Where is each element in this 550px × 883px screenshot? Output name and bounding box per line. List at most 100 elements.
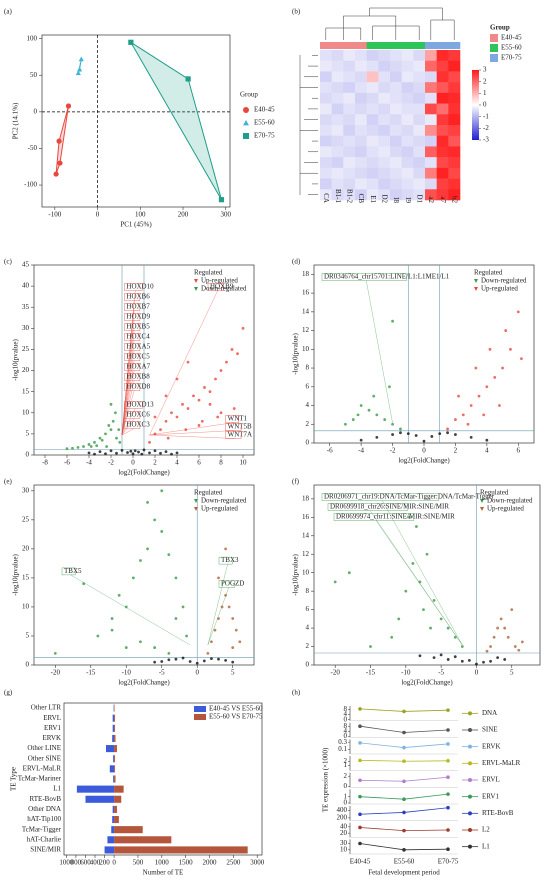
column-dendrogram [369, 7, 443, 20]
heat-cell [425, 60, 437, 72]
point [418, 654, 422, 658]
y-tick-label: 20 [22, 366, 30, 374]
y-tick-label: 6 [306, 382, 310, 390]
point [388, 385, 391, 389]
point [347, 571, 351, 575]
legend-marker [468, 811, 472, 816]
heat-cell [390, 92, 402, 104]
x-tick-label: -4 [86, 459, 92, 467]
bar [112, 734, 115, 743]
heat-cell [413, 60, 426, 72]
point [197, 424, 201, 427]
legend-label: E40-45 VS E55-60 [209, 705, 263, 713]
label-box [321, 273, 407, 281]
heat-cell [413, 178, 426, 190]
point [65, 103, 72, 109]
x-tick-label: -5 [159, 669, 165, 677]
plot-frame [313, 484, 541, 666]
point [432, 656, 436, 660]
y-tick-label: 40 [22, 282, 30, 290]
point [131, 452, 135, 456]
y-tick-label: 5 [26, 429, 30, 437]
heat-cell [425, 71, 437, 83]
y-tick-label: 8 [344, 722, 348, 730]
y-tick-label: 0 [306, 439, 310, 447]
point [217, 657, 220, 661]
heat-cell [436, 82, 449, 94]
y-tick-label: 25 [22, 345, 30, 353]
column-label: D2 [381, 194, 389, 203]
point [105, 445, 108, 448]
label-leader [70, 574, 191, 646]
y-axis-label: PC2 (14.1%) [12, 102, 20, 139]
y-tick-label: 30 [340, 839, 348, 847]
point [124, 605, 128, 609]
x-tick-label: 0 [195, 669, 199, 677]
label-box [124, 363, 141, 371]
x-tick-label: 800 [71, 859, 82, 867]
y-tick-label: 8 [306, 364, 310, 372]
point [493, 376, 497, 379]
bar [114, 745, 117, 753]
point [407, 515, 411, 519]
y-tick-label: 0.1 [338, 745, 347, 753]
point [469, 404, 473, 407]
heat-cell [366, 92, 379, 104]
heat-cell [355, 125, 367, 137]
point [516, 310, 520, 314]
point [485, 385, 489, 389]
label-leader [121, 370, 135, 436]
gene-label: HOXB5 [126, 323, 150, 331]
heat-cell [355, 71, 367, 83]
heat-cell [448, 103, 461, 115]
point [128, 39, 134, 45]
bar [114, 734, 116, 743]
point [208, 390, 212, 394]
point [210, 657, 213, 661]
heat-cell [436, 157, 449, 169]
point [446, 847, 450, 851]
legend-label: Up-regulated [201, 505, 238, 513]
y-axis-label: -log10(pvalue) [12, 339, 20, 381]
label-box [333, 513, 415, 521]
heat-cell [390, 60, 402, 72]
y-axis-label: TE Type [10, 767, 18, 791]
y-tick-label: 18 [302, 270, 310, 278]
point [109, 449, 113, 453]
y-tick-label: -100 [24, 181, 37, 189]
point [77, 66, 83, 72]
y-tick-label: 1 [344, 761, 348, 769]
legend-label: E70-75 [501, 54, 522, 62]
point [78, 56, 84, 62]
gene-label: HOXB7 [126, 303, 150, 311]
group-cell [331, 42, 344, 49]
point [496, 626, 500, 630]
y-tick-label: 10 [22, 603, 30, 611]
point [219, 369, 223, 372]
y-tick-label: 16 [302, 513, 310, 521]
plot-frame [41, 34, 231, 208]
x-tick-label: -20 [51, 669, 61, 677]
point [367, 408, 371, 412]
x-tick-label: 2 [454, 447, 458, 455]
column-label: a7 [439, 196, 447, 203]
point [391, 319, 394, 323]
point [93, 440, 96, 444]
heat-cell [320, 189, 332, 201]
legend-label: E55-60 [501, 44, 522, 52]
label-box [124, 401, 143, 409]
gene-label: HOXC6 [126, 411, 150, 419]
gene-label: DR0699918_chr26:SINE/MIR:SINE/MIR [330, 503, 449, 511]
label-box [61, 567, 76, 576]
heat-cell [448, 82, 461, 94]
point [517, 648, 521, 652]
heat-cell [413, 114, 426, 126]
legend-label: L1 [482, 842, 490, 850]
point [461, 413, 465, 417]
x-axis-label: log2(FoldChange) [118, 679, 170, 687]
point [446, 427, 449, 431]
point [399, 431, 402, 435]
y-tick-label: ERVL-MaLR [23, 764, 62, 772]
heat-cell [366, 135, 379, 147]
point [186, 360, 190, 364]
